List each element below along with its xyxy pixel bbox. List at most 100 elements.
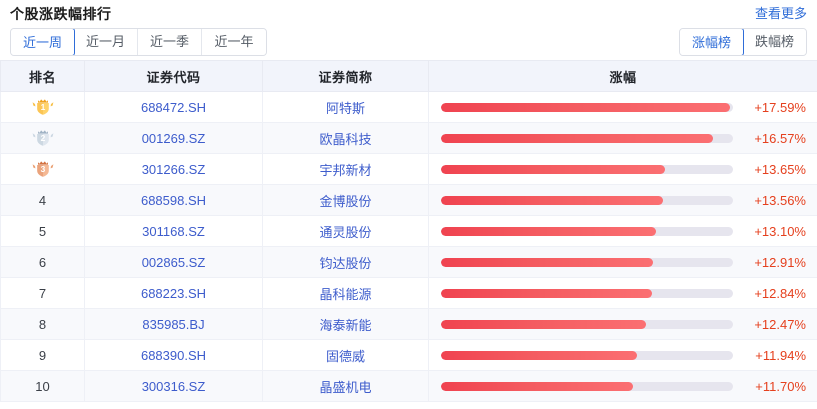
security-code-link[interactable]: 835985.BJ	[142, 316, 205, 332]
cell-change: +17.59%	[428, 91, 817, 123]
table-row[interactable]: 7 688223.SH 晶科能源 +12.84%	[0, 277, 817, 309]
change-bar-wrap: +13.10%	[429, 216, 817, 246]
security-name-link[interactable]: 阿特斯	[325, 100, 365, 116]
cell-rank: 5	[0, 215, 85, 247]
direction-tab-1[interactable]: 涨幅榜	[679, 29, 744, 55]
cell-code[interactable]: 301168.SZ	[84, 215, 263, 247]
cell-name[interactable]: 钧达股份	[262, 246, 429, 278]
change-bar-fill	[441, 288, 652, 298]
table-row[interactable]: 10 300316.SZ 晶盛机电 +11.70%	[0, 370, 817, 402]
controls-row: 近一周 近一月 近一季 近一年 涨幅榜 跌幅榜	[0, 26, 817, 60]
change-value: +12.47%	[754, 316, 806, 332]
cell-change: +12.91%	[428, 246, 817, 278]
cell-code[interactable]: 001269.SZ	[84, 122, 263, 154]
change-bar-fill	[441, 257, 653, 267]
security-code-link[interactable]: 002865.SZ	[141, 254, 206, 270]
cell-code[interactable]: 688390.SH	[84, 339, 263, 371]
change-value: +13.56%	[754, 192, 806, 208]
change-bar-fill	[441, 350, 637, 360]
change-bar-wrap: +12.47%	[429, 309, 817, 339]
period-tab-1[interactable]: 近一周	[11, 29, 76, 55]
period-tab-2[interactable]: 近一月	[74, 29, 139, 55]
cell-change: +16.57%	[428, 122, 817, 154]
cell-code[interactable]: 301266.SZ	[84, 153, 263, 185]
change-bar-track	[441, 164, 733, 174]
change-bar-track	[441, 195, 733, 205]
cell-code[interactable]: 688472.SH	[84, 91, 263, 123]
security-name-link[interactable]: 固德威	[325, 348, 365, 364]
security-code-link[interactable]: 001269.SZ	[141, 130, 206, 146]
table-row[interactable]: 6 002865.SZ 钧达股份 +12.91%	[0, 246, 817, 278]
security-name-link[interactable]: 通灵股份	[319, 224, 372, 240]
svg-text:3: 3	[40, 164, 45, 174]
change-value: +11.70%	[755, 378, 806, 394]
security-code-link[interactable]: 688598.SH	[140, 192, 207, 208]
security-name-link[interactable]: 晶盛机电	[319, 379, 372, 395]
table-row[interactable]: 4 688598.SH 金博股份 +13.56%	[0, 184, 817, 216]
security-code-link[interactable]: 688223.SH	[140, 285, 207, 301]
cell-change: +11.94%	[428, 339, 817, 371]
table-row[interactable]: 3 301266.SZ 宇邦新材 +13.65%	[0, 153, 817, 185]
period-tab-4[interactable]: 近一年	[202, 29, 267, 55]
security-name-link[interactable]: 金博股份	[319, 193, 372, 209]
view-more-link[interactable]: 查看更多	[754, 6, 807, 21]
table-row[interactable]: 9 688390.SH 固德威 +11.94%	[0, 339, 817, 371]
table-header: 排名 证券代码 证券简称 涨幅	[0, 60, 817, 92]
security-name-link[interactable]: 钧达股份	[319, 255, 372, 271]
cell-rank: 3	[0, 153, 85, 185]
cell-name[interactable]: 海泰新能	[262, 308, 429, 340]
cell-name[interactable]: 欧晶科技	[262, 122, 429, 154]
security-name-link[interactable]: 宇邦新材	[319, 162, 372, 178]
security-name-link[interactable]: 海泰新能	[319, 317, 372, 333]
security-code-link[interactable]: 301266.SZ	[141, 161, 206, 177]
security-code-link[interactable]: 300316.SZ	[141, 378, 206, 394]
cell-rank: 7	[0, 277, 85, 309]
change-bar-wrap: +11.70%	[429, 371, 817, 401]
page-title: 个股涨跌幅排行	[10, 6, 112, 22]
cell-rank: 4	[0, 184, 85, 216]
cell-code[interactable]: 835985.BJ	[84, 308, 263, 340]
svg-text:1: 1	[40, 102, 45, 112]
security-code-link[interactable]: 688472.SH	[140, 99, 207, 115]
change-bar-fill	[441, 164, 665, 174]
change-value: +16.57%	[754, 130, 806, 146]
cell-code[interactable]: 688223.SH	[84, 277, 263, 309]
security-code-link[interactable]: 688390.SH	[140, 347, 207, 363]
cell-name[interactable]: 通灵股份	[262, 215, 429, 247]
security-code-link[interactable]: 301168.SZ	[142, 223, 205, 239]
direction-tab-group[interactable]: 涨幅榜 跌幅榜	[678, 28, 807, 56]
table-row[interactable]: 1 688472.SH 阿特斯 +17.59%	[0, 91, 817, 123]
change-value: +13.65%	[754, 161, 806, 177]
cell-name[interactable]: 金博股份	[262, 184, 429, 216]
period-tab-group[interactable]: 近一周 近一月 近一季 近一年	[10, 28, 268, 56]
cell-code[interactable]: 300316.SZ	[84, 370, 263, 402]
cell-rank: 8	[0, 308, 85, 340]
change-bar-track	[441, 102, 733, 112]
security-name-link[interactable]: 晶科能源	[319, 286, 372, 302]
security-name-link[interactable]: 欧晶科技	[319, 131, 372, 147]
cell-name[interactable]: 晶科能源	[262, 277, 429, 309]
change-bar-track	[441, 381, 733, 391]
table-row[interactable]: 2 001269.SZ 欧晶科技 +16.57%	[0, 122, 817, 154]
period-tab-3[interactable]: 近一季	[138, 29, 203, 55]
cell-name[interactable]: 固德威	[262, 339, 429, 371]
change-bar-track	[441, 288, 733, 298]
cell-name[interactable]: 阿特斯	[262, 91, 429, 123]
cell-change: +13.56%	[428, 184, 817, 216]
table-row[interactable]: 8 835985.BJ 海泰新能 +12.47%	[0, 308, 817, 340]
svg-text:2: 2	[40, 133, 45, 143]
change-bar-fill	[441, 133, 713, 143]
rank-number: 9	[38, 347, 47, 363]
table-row[interactable]: 5 301168.SZ 通灵股份 +13.10%	[0, 215, 817, 247]
cell-code[interactable]: 688598.SH	[84, 184, 263, 216]
cell-name[interactable]: 宇邦新材	[262, 153, 429, 185]
change-bar-wrap: +16.57%	[429, 123, 817, 153]
change-bar-track	[441, 226, 733, 236]
cell-name[interactable]: 晶盛机电	[262, 370, 429, 402]
cell-code[interactable]: 002865.SZ	[84, 246, 263, 278]
column-header-name: 证券简称	[262, 60, 429, 92]
direction-tab-2[interactable]: 跌幅榜	[742, 29, 806, 55]
change-value: +11.94%	[755, 347, 806, 363]
change-bar-track	[441, 319, 733, 329]
